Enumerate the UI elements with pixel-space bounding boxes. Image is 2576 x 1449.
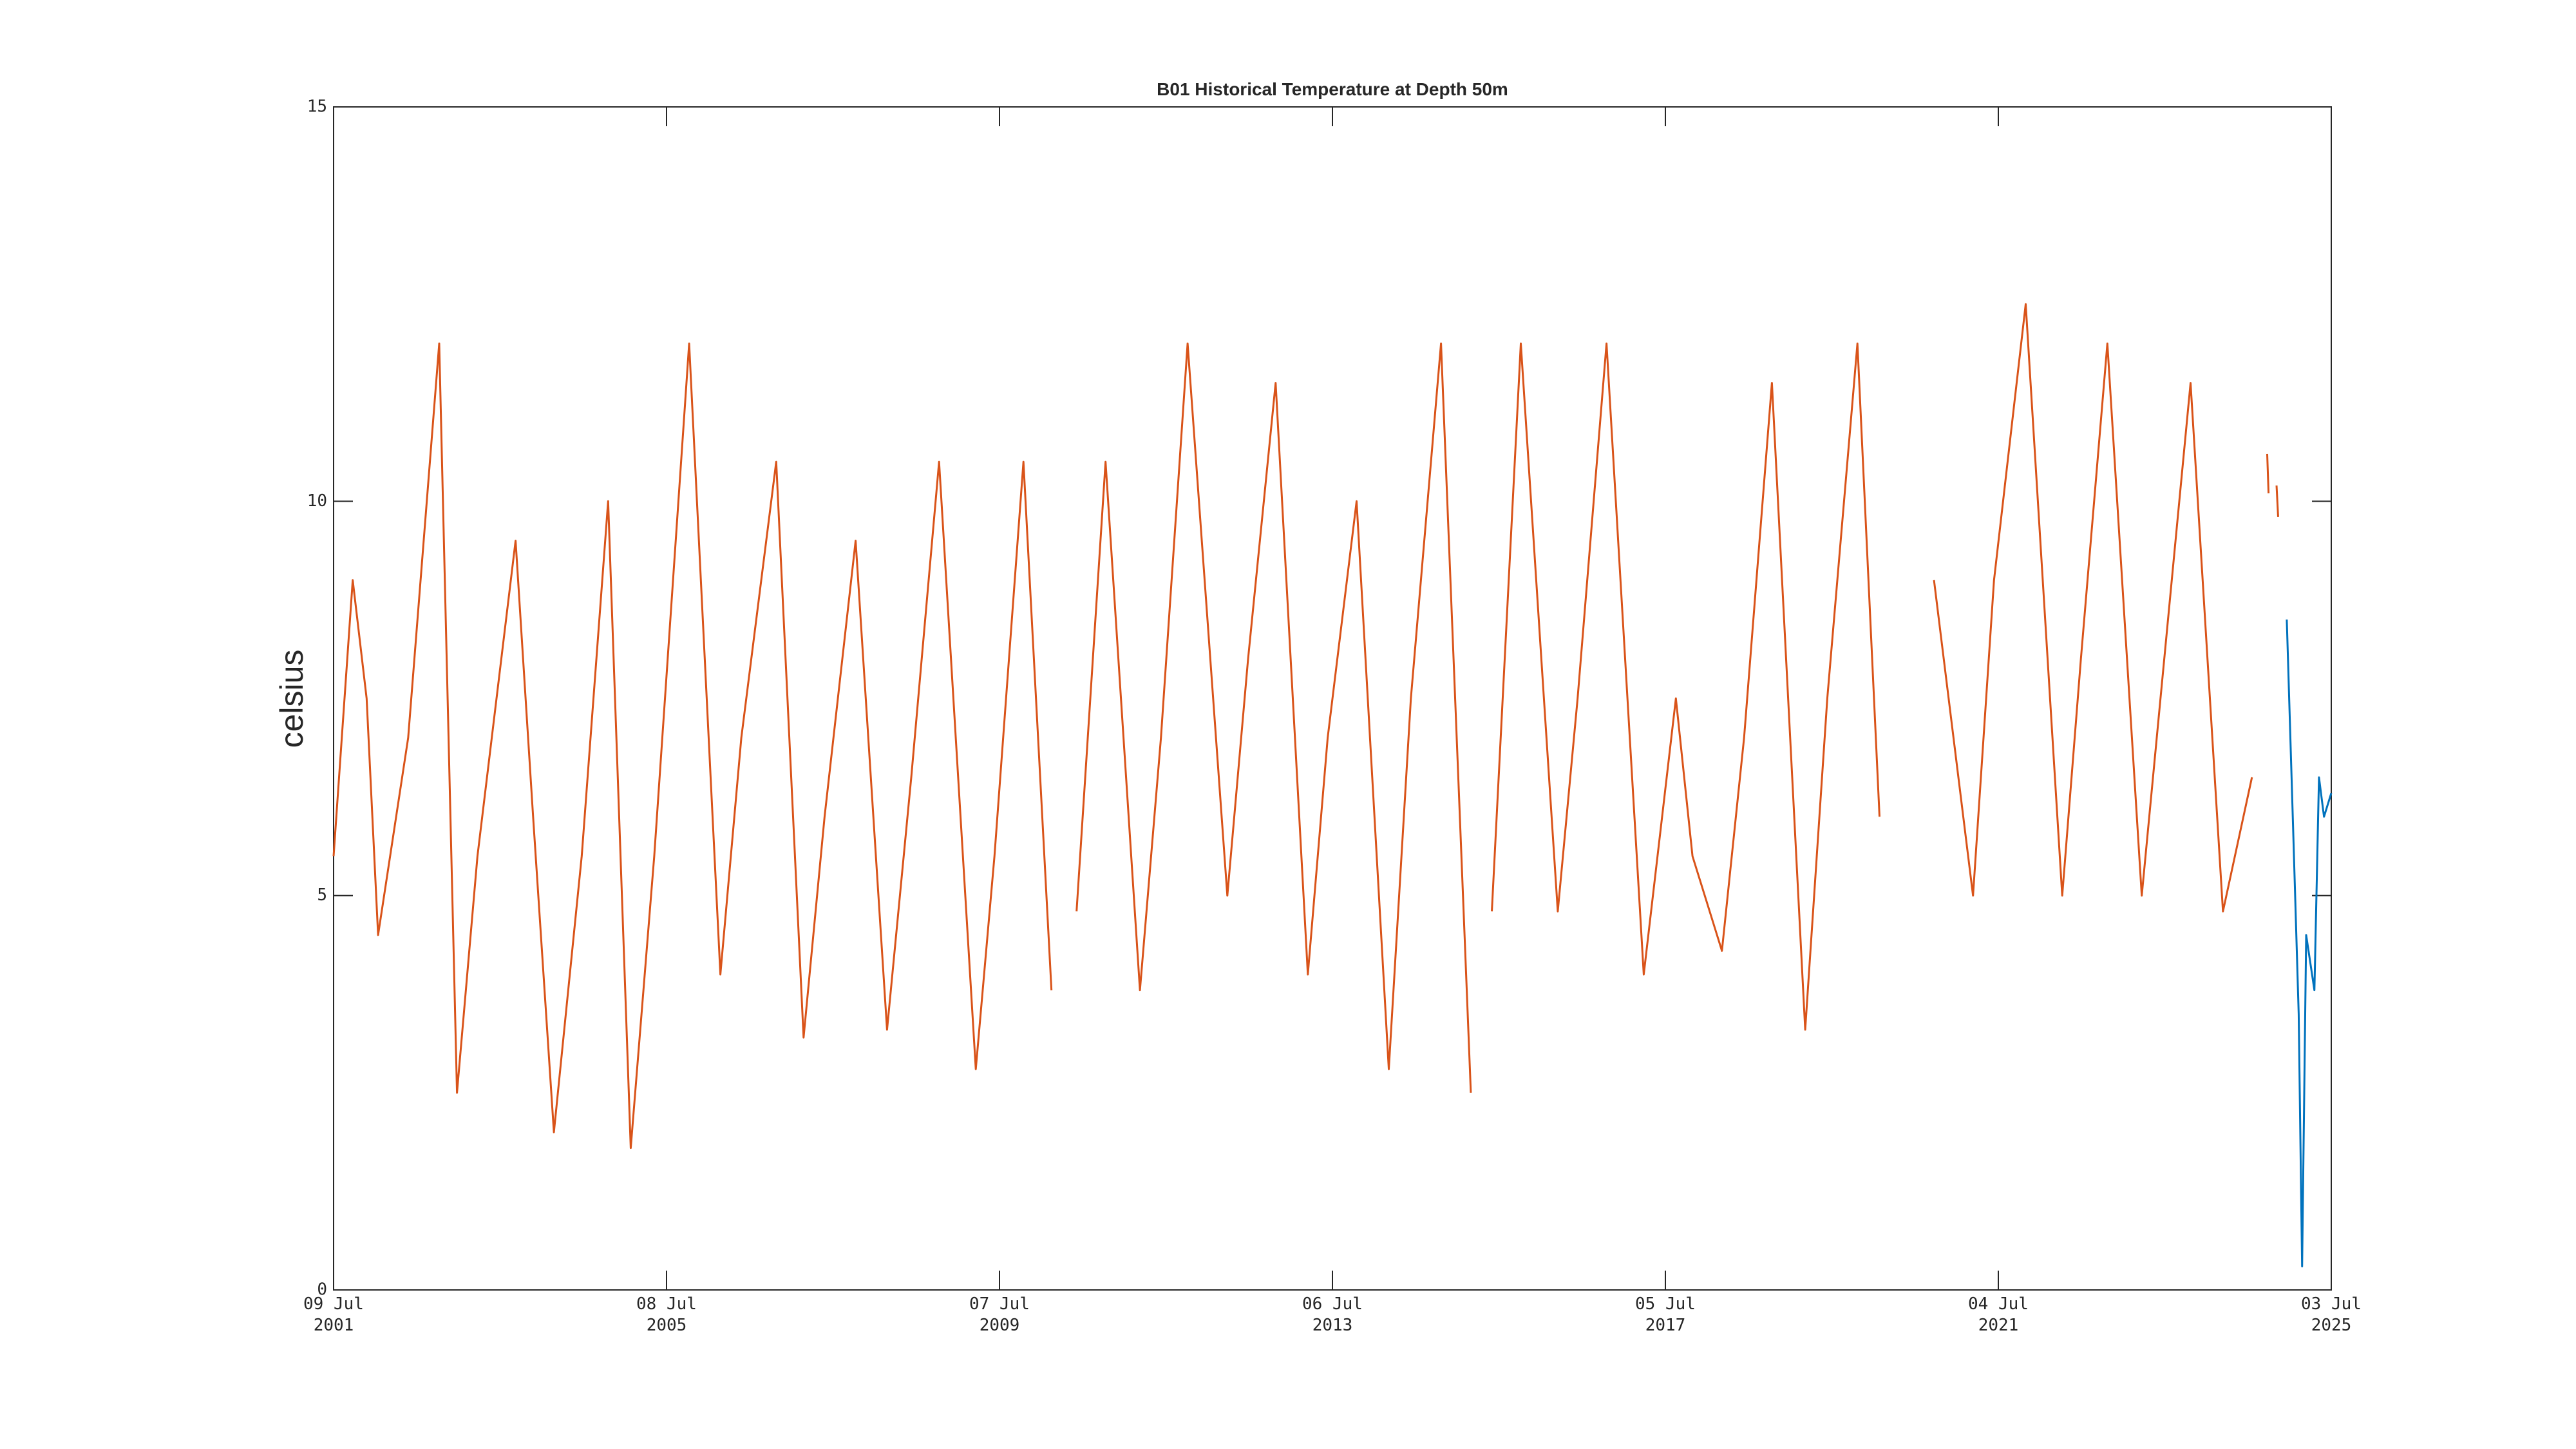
x-tick-label: 2001 [314,1316,354,1335]
x-tick-label: 2013 [1312,1316,1353,1335]
x-tick-label: 03 Jul [2301,1294,2362,1314]
y-axis-label: celsius [274,650,310,748]
x-tick-label: 2025 [2311,1316,2352,1335]
x-tick-label: 2005 [647,1316,687,1335]
x-tick-label: 08 Jul [636,1294,697,1314]
x-tick-label: 2021 [1978,1316,2019,1335]
x-tick-label: 2017 [1645,1316,1686,1335]
chart-title: B01 Historical Temperature at Depth 50m [1157,79,1508,99]
series-line [2286,619,2333,1267]
series-line [332,303,2279,1150]
x-tick-label: 06 Jul [1302,1294,1363,1314]
x-tick-label: 07 Jul [969,1294,1030,1314]
x-tick-label: 04 Jul [1968,1294,2029,1314]
x-tick-label: 09 Jul [303,1294,364,1314]
y-tick-label: 5 [317,886,327,905]
y-tick-label: 0 [317,1280,327,1300]
x-tick-label: 2009 [980,1316,1020,1335]
x-tick-label: 05 Jul [1635,1294,1696,1314]
y-tick-label: 15 [307,97,327,117]
y-tick-label: 10 [307,491,327,511]
